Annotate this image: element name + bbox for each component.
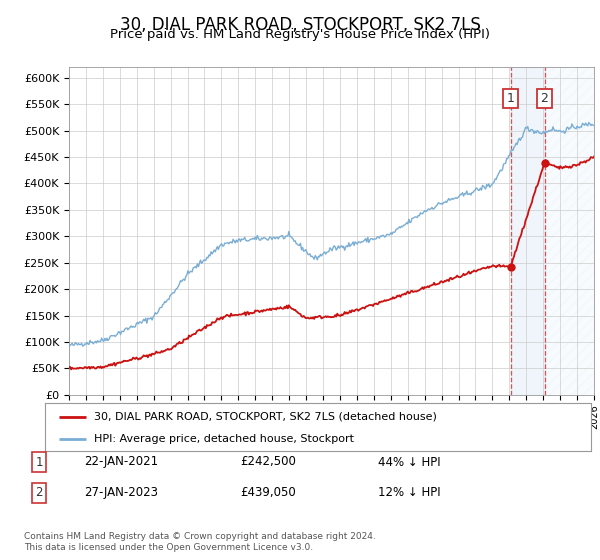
- Bar: [511, 67, 545, 395]
- Text: HPI: Average price, detached house, Stockport: HPI: Average price, detached house, Stoc…: [94, 434, 354, 444]
- Text: 22-JAN-2021: 22-JAN-2021: [84, 455, 158, 469]
- Text: 2: 2: [541, 92, 548, 105]
- Text: £242,500: £242,500: [240, 455, 296, 469]
- Text: 30, DIAL PARK ROAD, STOCKPORT, SK2 7LS: 30, DIAL PARK ROAD, STOCKPORT, SK2 7LS: [119, 16, 481, 34]
- Text: 12% ↓ HPI: 12% ↓ HPI: [378, 486, 440, 500]
- Text: Price paid vs. HM Land Registry's House Price Index (HPI): Price paid vs. HM Land Registry's House …: [110, 28, 490, 41]
- Text: 1: 1: [35, 455, 43, 469]
- Text: £439,050: £439,050: [240, 486, 296, 500]
- Text: 44% ↓ HPI: 44% ↓ HPI: [378, 455, 440, 469]
- Text: Contains HM Land Registry data © Crown copyright and database right 2024.
This d: Contains HM Land Registry data © Crown c…: [24, 532, 376, 552]
- Text: 27-JAN-2023: 27-JAN-2023: [84, 486, 158, 500]
- Text: 1: 1: [506, 92, 514, 105]
- Text: 30, DIAL PARK ROAD, STOCKPORT, SK2 7LS (detached house): 30, DIAL PARK ROAD, STOCKPORT, SK2 7LS (…: [94, 412, 437, 422]
- Text: 2: 2: [35, 486, 43, 500]
- Bar: [545, 67, 594, 395]
